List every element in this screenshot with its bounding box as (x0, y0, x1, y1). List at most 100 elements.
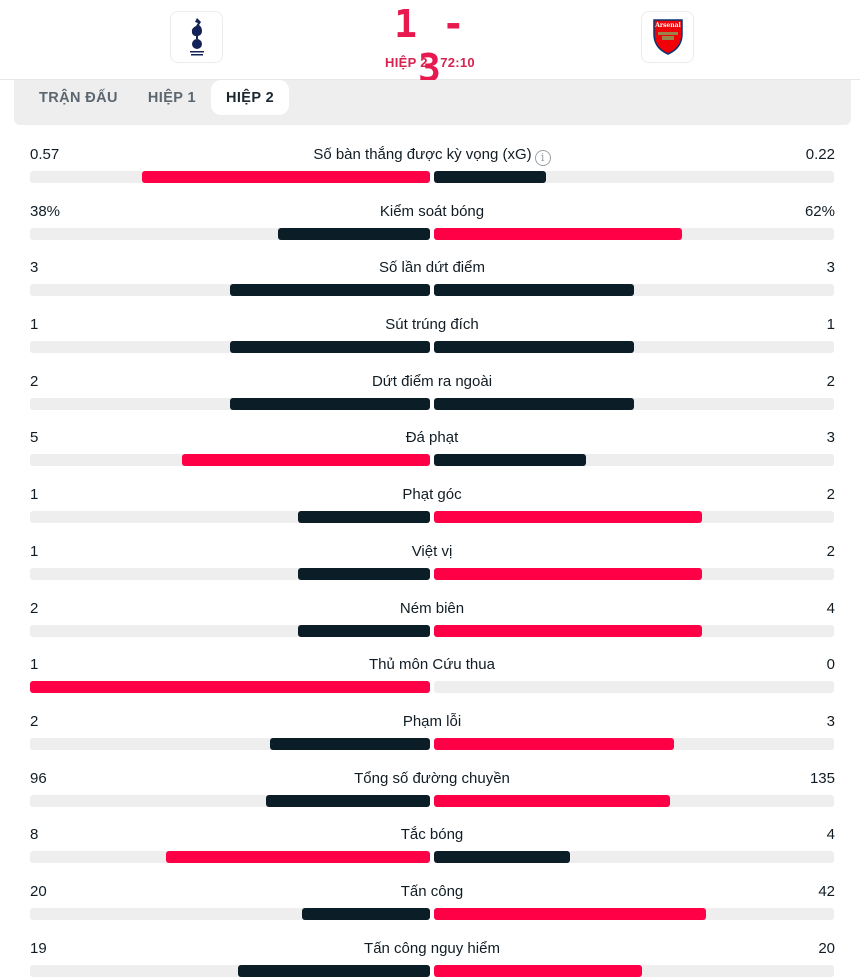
away-stat-bar (434, 454, 586, 467)
stat-row: 1 Thủ môn Cứu thua 0 (0, 650, 860, 707)
stat-label-text: Việt vị (411, 542, 453, 560)
home-stat-value: 1 (30, 542, 39, 560)
stat-label-text: Tổng số đường chuyền (354, 769, 510, 787)
away-stat-value: 2 (826, 372, 835, 390)
home-stat-track (30, 171, 430, 183)
stat-row: 38% Kiểm soát bóng 62% (0, 197, 860, 254)
away-stat-value: 62% (804, 202, 835, 220)
stat-label: Sút trúng đích (230, 316, 634, 333)
stat-row: 2 Ném biên 4 (0, 594, 860, 651)
home-stat-value: 96 (30, 769, 47, 787)
home-stat-track (30, 681, 430, 694)
away-stat-track (434, 454, 834, 467)
stat-label-text: Thủ môn Cứu thua (369, 656, 495, 674)
tottenham-crest-icon (189, 18, 204, 56)
stat-label: Thủ môn Cứu thua (230, 656, 634, 673)
away-stat-value: 3 (826, 712, 835, 730)
tab-first-half[interactable]: HIỆP 1 (147, 89, 196, 106)
away-stat-track (434, 851, 834, 864)
home-stat-bar (230, 341, 430, 354)
away-stat-bar (434, 907, 706, 920)
stat-label: Số lần dứt điểm (230, 259, 634, 276)
stat-label-text: Đá phạt (405, 429, 459, 447)
home-stat-track (30, 794, 430, 807)
away-stat-track (434, 624, 834, 637)
away-stat-value: 3 (826, 429, 835, 447)
away-stat-value: 0.22 (805, 146, 835, 163)
home-stat-value: 2 (30, 599, 39, 617)
stat-label: Phạt góc (230, 486, 634, 503)
home-stat-value: 0.57 (30, 146, 60, 163)
home-stat-track (30, 341, 430, 354)
home-team-crest[interactable] (170, 11, 223, 63)
home-stat-track (30, 567, 430, 580)
home-stat-bar (278, 227, 430, 240)
away-stat-value: 4 (826, 599, 835, 617)
home-stat-bar (230, 397, 430, 410)
stat-label-text: Tấn công (400, 882, 464, 900)
stat-row: 1 Phạt góc 2 (0, 480, 860, 537)
stat-label: Tắc bóng (230, 826, 634, 843)
home-stat-track (30, 964, 430, 977)
home-stat-value: 19 (30, 939, 47, 957)
tab-match[interactable]: TRẬN ĐẤU (39, 89, 118, 106)
home-stat-value: 5 (30, 429, 39, 447)
tab-second-half[interactable]: HIỆP 2 (211, 80, 290, 115)
stat-row: 96 Tổng số đường chuyền 135 (0, 764, 860, 821)
away-stat-bar (434, 227, 682, 240)
stat-label: Phạm lỗi (230, 713, 634, 730)
stat-label-text: Số bàn thắng được kỳ vọng (xG) (313, 146, 532, 163)
home-stat-bar (230, 284, 430, 297)
info-icon[interactable]: i (534, 150, 551, 166)
stat-row: 19 Tấn công nguy hiểm 20 (0, 934, 860, 979)
home-stat-track (30, 737, 430, 750)
home-stat-track (30, 907, 430, 920)
away-team-crest[interactable]: Arsenal (641, 11, 694, 63)
away-stat-track (434, 397, 834, 410)
away-stat-track (434, 227, 834, 240)
away-stat-bar (434, 341, 634, 354)
away-stat-bar (434, 284, 634, 297)
home-stat-bar (166, 851, 430, 864)
away-stat-track (434, 341, 834, 354)
stat-label: Tấn công nguy hiểm (230, 940, 634, 957)
match-status: HIỆP 2 · 72:10 (385, 55, 475, 70)
away-stat-track (434, 171, 834, 183)
away-stat-track (434, 284, 834, 297)
away-stat-bar (434, 171, 546, 183)
stat-row: 20 Tấn công 42 (0, 877, 860, 934)
home-stat-value: 1 (30, 316, 39, 334)
home-stat-track (30, 851, 430, 864)
stat-label: Dứt điểm ra ngoài (230, 373, 634, 390)
stat-label-text: Số lần dứt điểm (379, 259, 485, 277)
away-stat-value: 2 (826, 486, 835, 504)
home-stat-value: 20 (30, 882, 47, 900)
away-stat-track (434, 737, 834, 750)
away-stat-bar (434, 567, 702, 580)
stat-label-text: Tấn công nguy hiểm (364, 939, 500, 957)
home-stat-bar (270, 737, 430, 750)
stat-row: 0.57 Số bàn thắng được kỳ vọng (xG) i 0.22 (0, 140, 860, 197)
home-stat-bar (238, 964, 430, 977)
stat-label-text: Dứt điểm ra ngoài (371, 372, 493, 390)
stat-label-text: Phạt góc (402, 486, 462, 504)
stat-row: 2 Dứt điểm ra ngoài 2 (0, 367, 860, 424)
home-stat-value: 8 (30, 826, 39, 844)
stat-label: Số bàn thắng được kỳ vọng (xG) i (230, 146, 634, 166)
home-stat-track (30, 454, 430, 467)
away-stat-bar (434, 737, 674, 750)
stat-label: Việt vị (230, 543, 634, 560)
home-stat-value: 2 (30, 712, 39, 730)
stat-row: 8 Tắc bóng 4 (0, 820, 860, 877)
stat-row: 3 Số lần dứt điểm 3 (0, 253, 860, 310)
match-score: 1 - 3 (394, 2, 466, 90)
home-stat-bar (302, 907, 430, 920)
stat-row: 5 Đá phạt 3 (0, 423, 860, 480)
away-stat-bar (434, 794, 670, 807)
stat-row: 1 Việt vị 2 (0, 537, 860, 594)
away-stat-track (434, 567, 834, 580)
away-stat-value: 0 (826, 656, 835, 674)
home-stat-bar (30, 681, 430, 694)
away-stat-track (434, 681, 834, 694)
away-stat-value: 4 (826, 826, 835, 844)
